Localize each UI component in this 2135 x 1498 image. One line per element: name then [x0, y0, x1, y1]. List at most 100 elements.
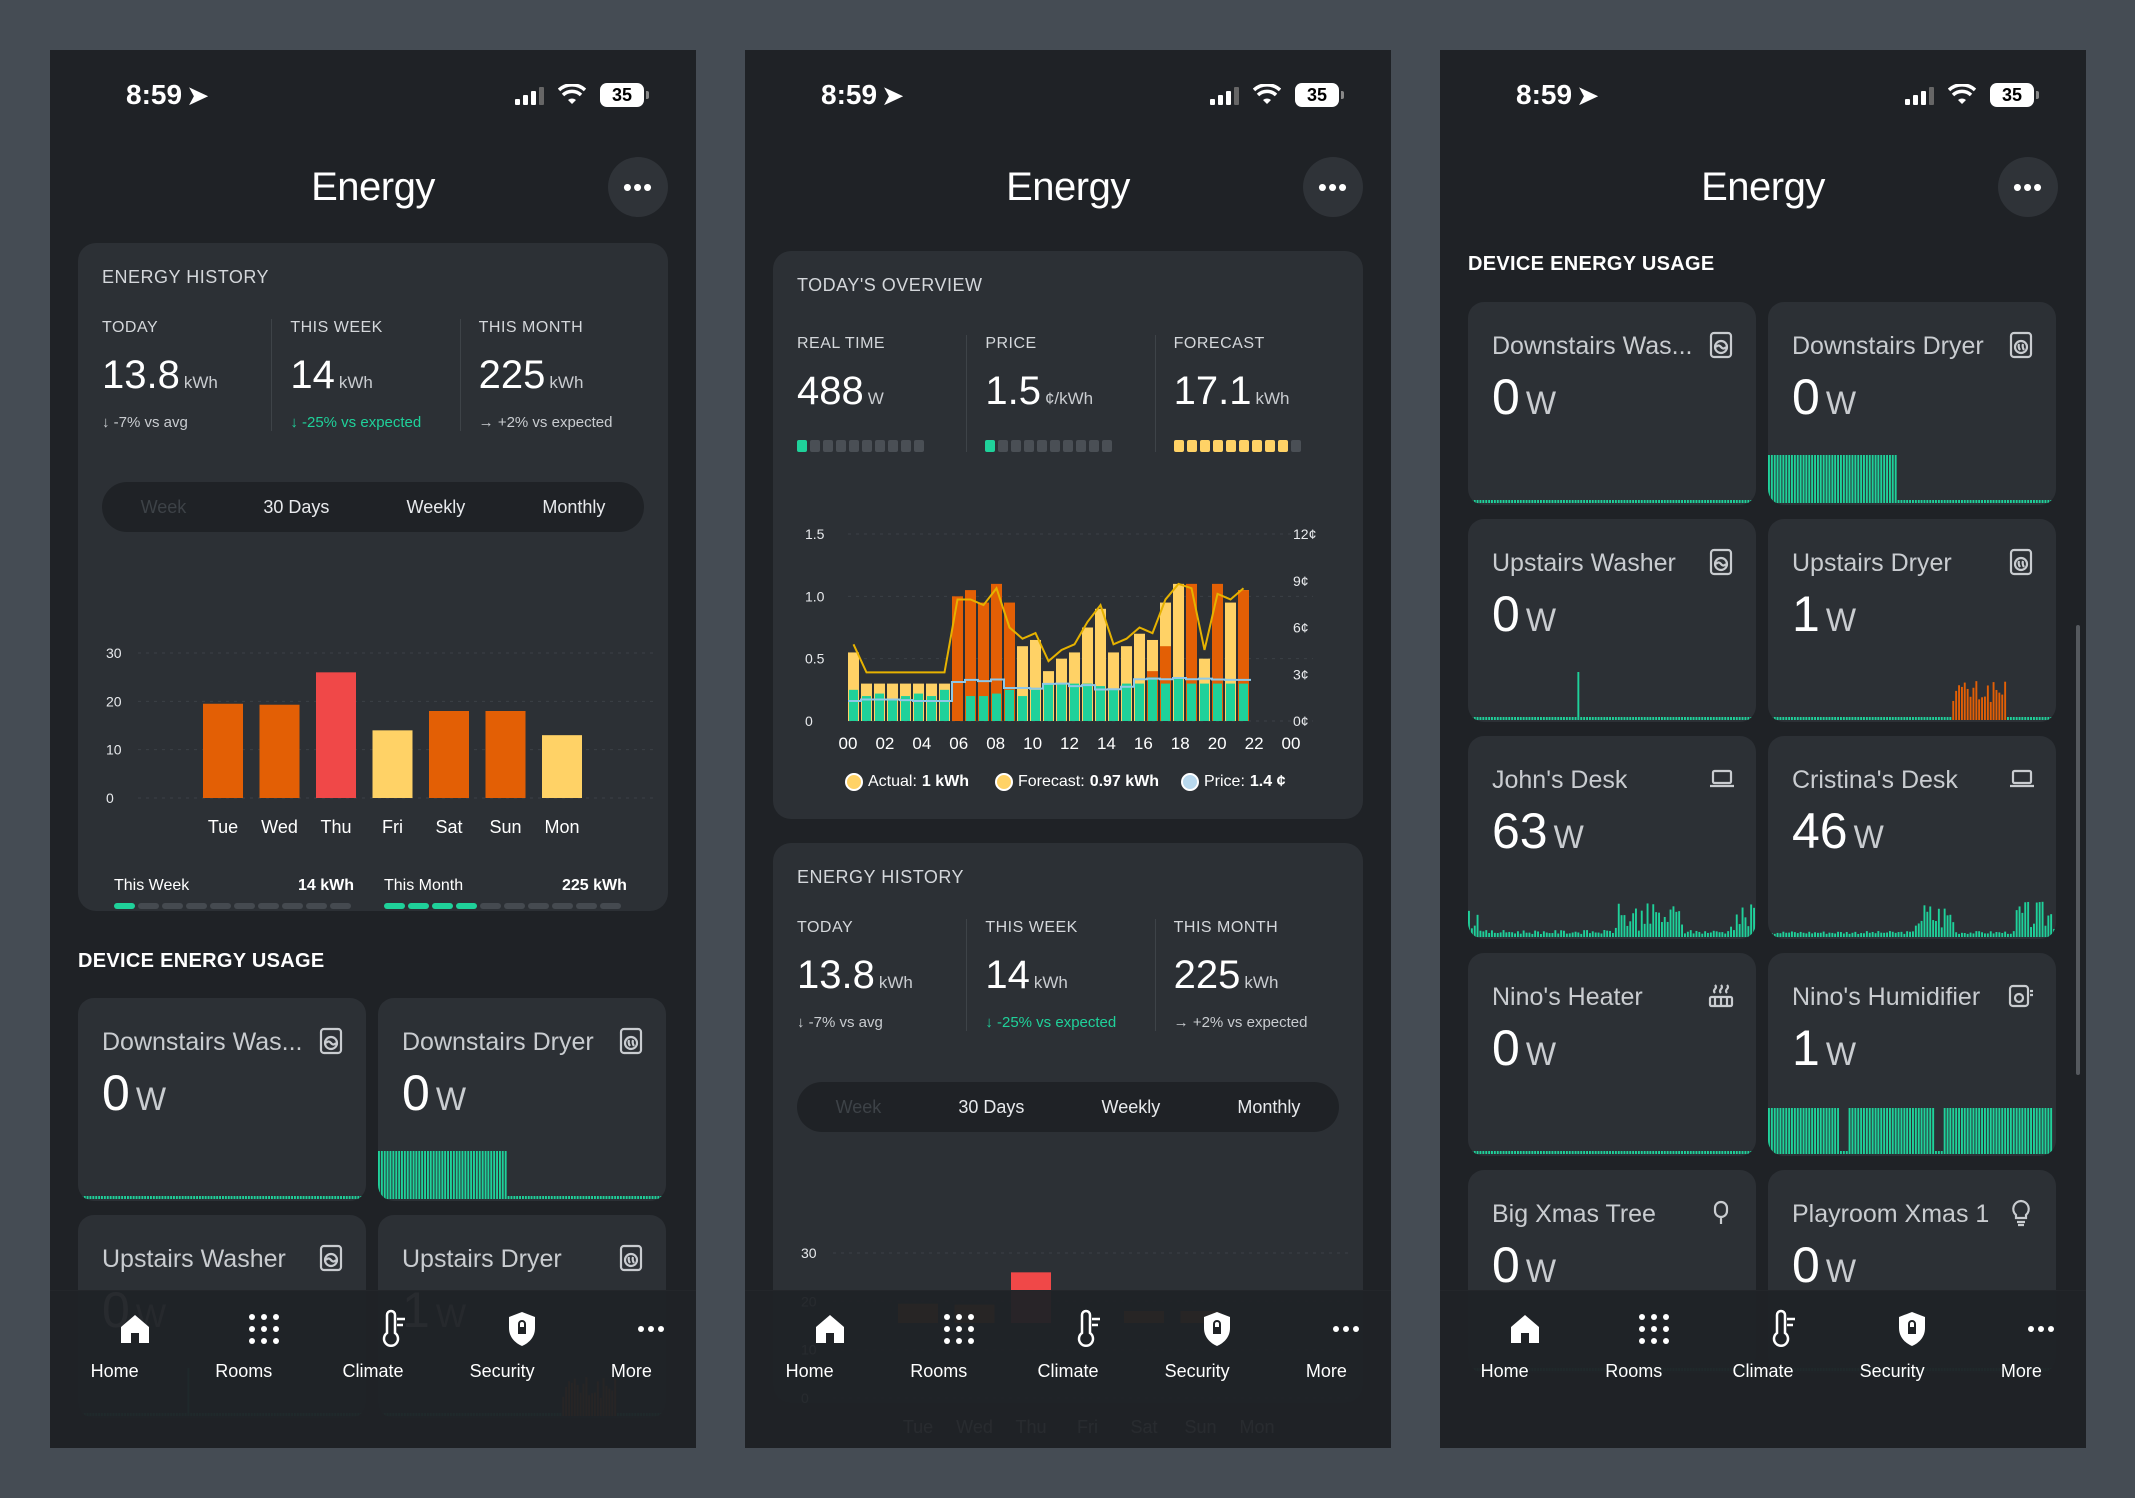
sparkline-bar [1912, 500, 1914, 503]
tab-security[interactable]: Security [1142, 1312, 1252, 1448]
sparkline-bar [1770, 933, 1773, 937]
stat-value: 13.8 kWh [797, 953, 956, 998]
sparkline-bar [1554, 930, 1557, 937]
sparkline-bar [271, 1196, 273, 1199]
device-name: Cristina's Desk [1792, 766, 1958, 794]
sparkline-bar [1514, 1151, 1516, 1154]
device-power-unit: W [1525, 602, 1557, 638]
tab-security[interactable]: Security [447, 1312, 557, 1448]
sparkline-bar [1828, 455, 1831, 503]
segment-monthly[interactable]: Monthly [1237, 1096, 1301, 1117]
page-title: Energy [311, 165, 435, 209]
sparkline-bar [1819, 455, 1822, 503]
sparkline-bar [383, 1151, 386, 1199]
sparkline-bar [279, 1196, 282, 1199]
sparkline-bar [1580, 933, 1583, 937]
tab-security[interactable]: Security [1837, 1312, 1947, 1448]
forecast-bar [1121, 646, 1132, 721]
sparkline-bar [294, 1196, 296, 1199]
segment-30-days[interactable]: 30 Days [263, 496, 330, 517]
sparkline-bar [1897, 500, 1900, 503]
sparkline-bar [2053, 500, 2055, 503]
segment-monthly[interactable]: Monthly [542, 496, 606, 517]
segment-weekly[interactable]: Weekly [1101, 1096, 1161, 1117]
sparkline-bar [1986, 685, 1989, 720]
segment-week[interactable]: Week [835, 1096, 882, 1117]
sparkline-bar [296, 1196, 299, 1199]
stat-unit: kWh [1033, 973, 1068, 992]
sparkline-bar [1935, 717, 1937, 720]
forecast-bar [1225, 602, 1236, 721]
tab-climate[interactable]: Climate [318, 1309, 428, 1448]
sparkline-bar [1603, 930, 1606, 937]
tab-rooms[interactable]: Rooms [884, 1314, 994, 1448]
sparkline-bar [1557, 717, 1560, 720]
tab-climate[interactable]: Climate [1013, 1309, 1123, 1448]
sparkline-bar [392, 1151, 395, 1199]
device-power-unit: W [1525, 385, 1557, 421]
sparkline-bar [455, 1151, 458, 1199]
tab-home[interactable]: Home [755, 1315, 865, 1448]
tab-more[interactable]: More [1271, 1326, 1381, 1448]
sparkline-bar [1802, 1108, 1805, 1154]
actual-bar [1161, 683, 1170, 721]
meter-segment [836, 440, 846, 452]
sparkline-bar [1684, 717, 1686, 720]
sparkline-bar [1565, 1151, 1568, 1154]
sparkline-bar [1750, 500, 1753, 503]
sparkline-bar [2035, 1108, 2038, 1154]
heater-icon [1706, 981, 1736, 1011]
tab-rooms[interactable]: Rooms [1579, 1314, 1689, 1448]
battery-level: 35 [1306, 84, 1328, 105]
sparkline-bar [193, 1196, 196, 1199]
sparkline-bar [317, 1196, 319, 1199]
tab-more[interactable]: More [1966, 1326, 2076, 1448]
sparkline-bar [1583, 500, 1586, 503]
sparkline-bar [622, 1196, 625, 1199]
segment-week[interactable]: Week [140, 496, 187, 517]
sparkline-bar [1655, 912, 1658, 937]
tab-climate[interactable]: Climate [1708, 1309, 1818, 1448]
device-card[interactable]: Cristina's Desk 46 W [1768, 736, 2056, 939]
sparkline-bar [1860, 1108, 1863, 1154]
sparkline-bar [1597, 717, 1600, 720]
tab-label: Rooms [215, 1361, 273, 1381]
more-options-button[interactable]: ••• [608, 157, 668, 217]
sparkline-bar [1488, 932, 1491, 937]
sparkline-bar [1744, 500, 1747, 503]
sparkline-bar [1669, 1151, 1672, 1154]
tab-home[interactable]: Home [60, 1315, 170, 1448]
sparkline-bar [1537, 1151, 1539, 1154]
stat-value: 488 W [797, 369, 956, 414]
tab-rooms[interactable]: Rooms [189, 1314, 299, 1448]
sparkline-bar [1747, 1151, 1750, 1154]
sparkline-bar [1557, 933, 1560, 937]
sparkline-bar [510, 1196, 513, 1199]
tab-home[interactable]: Home [1450, 1315, 1560, 1448]
segment-30-days[interactable]: 30 Days [958, 1096, 1025, 1117]
sparkline-bar [1620, 1151, 1623, 1154]
tab-more[interactable]: More [576, 1326, 686, 1448]
meter-segment [849, 440, 859, 452]
scrollbar[interactable] [2076, 625, 2080, 1075]
segment-weekly[interactable]: Weekly [406, 496, 466, 517]
sparkline-bar [1666, 500, 1669, 503]
section-title: DEVICE ENERGY USAGE [1468, 253, 1715, 275]
sparkline-bar [1531, 1151, 1534, 1154]
more-options-button[interactable]: ••• [1303, 157, 1363, 217]
sparkline-bar [1897, 717, 1900, 720]
sparkline-bar [1658, 912, 1660, 937]
device-card[interactable]: John's Desk 63 W [1468, 736, 1756, 939]
sparkline-bar [1912, 1108, 1914, 1154]
more-options-button[interactable]: ••• [1998, 157, 2058, 217]
sparkline-bar [1718, 500, 1721, 503]
sparkline-bar [1883, 717, 1886, 720]
